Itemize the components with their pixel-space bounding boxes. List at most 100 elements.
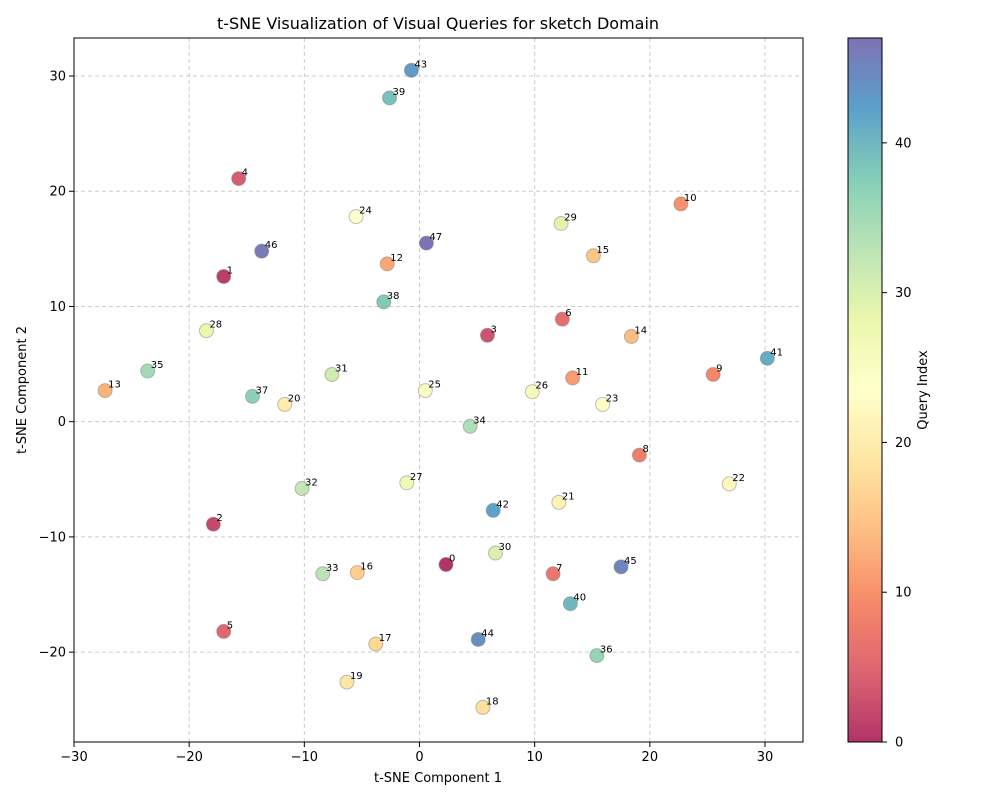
point-label: 30	[499, 542, 512, 553]
point-label: 36	[600, 645, 613, 656]
scatter-point	[368, 636, 384, 652]
point-label: 20	[288, 393, 301, 404]
x-tick-label: 20	[642, 750, 659, 765]
colorbar-ticks: 0 10 20 30 40	[882, 136, 912, 751]
point-label: 38	[387, 291, 400, 302]
point-label: 14	[634, 325, 647, 336]
y-tick-label: 0	[58, 415, 66, 430]
point-label: 29	[564, 213, 577, 224]
x-axis-ticks: −30 −20 −10 0 10 20 30	[60, 742, 773, 765]
scatter-point	[551, 494, 567, 510]
scatter-point	[245, 388, 261, 404]
scatter-point	[595, 396, 611, 412]
scatter-point	[231, 171, 247, 187]
point-label: 11	[576, 367, 589, 378]
scatter-point	[315, 566, 331, 582]
point-label: 2	[216, 513, 222, 524]
y-axis-label: t-SNE Component 2	[15, 326, 30, 454]
colorbar-gradient	[847, 37, 883, 743]
scatter-point	[324, 366, 340, 382]
scatter-point	[379, 256, 395, 272]
point-label: 15	[596, 245, 609, 256]
scatter-point	[721, 476, 737, 492]
y-tick-label: 10	[49, 300, 66, 315]
point-label: 46	[265, 240, 278, 251]
point-label: 19	[350, 671, 363, 682]
point-label: 0	[449, 554, 455, 565]
point-label: 22	[732, 473, 745, 484]
y-tick-label: −10	[39, 530, 66, 545]
scatter-point	[348, 209, 364, 225]
point-label: 17	[379, 633, 392, 644]
scatter-point	[475, 699, 491, 715]
scatter-point	[254, 243, 270, 259]
scatter-point	[294, 481, 310, 497]
scatter-point	[589, 648, 605, 664]
point-label: 28	[209, 320, 222, 331]
point-label: 9	[716, 363, 722, 374]
y-tick-label: 30	[49, 70, 66, 85]
point-label: 16	[360, 562, 373, 573]
point-label: 44	[481, 628, 494, 639]
scatter-points	[97, 62, 775, 715]
point-label: 24	[359, 206, 372, 217]
point-label: 21	[562, 491, 575, 502]
scatter-point	[585, 248, 601, 264]
scatter-point	[418, 235, 434, 251]
chart-title: t-SNE Visualization of Visual Queries fo…	[217, 14, 659, 33]
point-label: 13	[108, 380, 121, 391]
scatter-point	[349, 565, 365, 581]
point-label: 27	[410, 472, 423, 483]
scatter-point	[205, 516, 221, 532]
point-label: 25	[428, 380, 441, 391]
point-label: 33	[326, 563, 339, 574]
scatter-point	[705, 366, 721, 382]
point-label: 5	[227, 620, 233, 631]
scatter-point	[97, 383, 113, 399]
plot-frame	[73, 37, 804, 743]
colorbar-label: Query Index	[916, 350, 931, 430]
point-labels: 0123456789101112131415161718192021222324…	[108, 59, 783, 707]
scatter-point	[438, 557, 454, 573]
point-label: 40	[573, 593, 586, 604]
colorbar-tick-label: 40	[895, 136, 912, 151]
colorbar-tick-label: 0	[895, 736, 903, 751]
scatter-point	[198, 323, 214, 339]
point-label: 47	[429, 232, 442, 243]
x-tick-label: −10	[291, 750, 318, 765]
point-label: 3	[490, 324, 496, 335]
scatter-point	[562, 596, 578, 612]
point-label: 6	[565, 308, 571, 319]
point-label: 8	[642, 444, 648, 455]
scatter-point	[382, 90, 398, 106]
y-axis-ticks: −20 −10 0 10 20 30	[39, 70, 74, 661]
scatter-point	[470, 631, 486, 647]
scatter-point	[631, 447, 647, 463]
scatter-point	[565, 370, 581, 386]
scatter-point	[524, 384, 540, 400]
x-tick-label: −20	[175, 750, 202, 765]
scatter-point	[545, 566, 561, 582]
point-label: 35	[151, 360, 164, 371]
x-tick-label: 10	[526, 750, 543, 765]
point-label: 43	[414, 59, 427, 70]
scatter-point	[462, 418, 478, 434]
scatter-point	[376, 294, 392, 310]
point-label: 42	[496, 499, 509, 510]
point-label: 34	[473, 415, 486, 426]
y-tick-label: −20	[39, 646, 66, 661]
scatter-point	[485, 502, 501, 518]
point-label: 1	[227, 266, 233, 277]
y-tick-label: 20	[49, 185, 66, 200]
scatter-point	[759, 350, 775, 366]
point-label: 4	[242, 168, 248, 179]
point-label: 37	[256, 385, 269, 396]
scatter-point	[623, 328, 639, 344]
x-axis-label: t-SNE Component 1	[374, 771, 502, 786]
scatter-point	[339, 674, 355, 690]
colorbar-tick-label: 30	[895, 286, 912, 301]
x-tick-label: 30	[757, 750, 774, 765]
scatter-point	[277, 396, 293, 412]
scatter-point	[140, 363, 156, 379]
